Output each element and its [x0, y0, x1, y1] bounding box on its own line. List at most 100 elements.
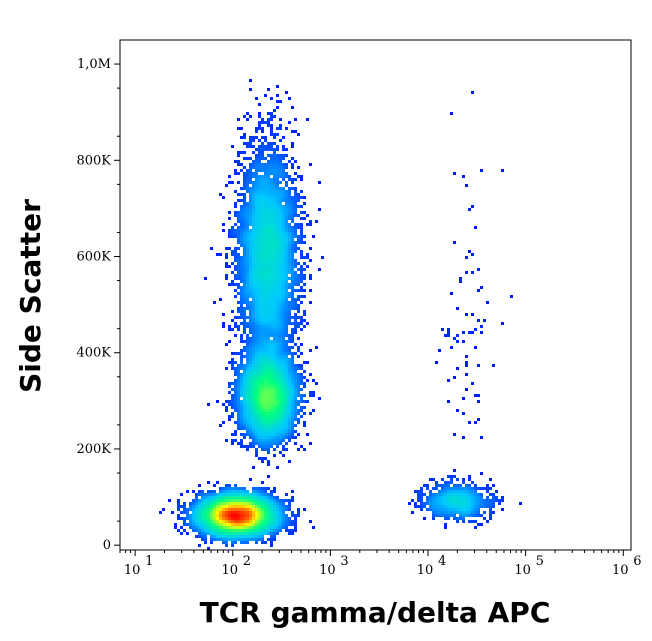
- data-point: [459, 505, 462, 508]
- data-point: [225, 505, 228, 508]
- data-point: [207, 520, 210, 523]
- data-point: [240, 127, 243, 130]
- data-point: [255, 175, 258, 178]
- data-point: [258, 229, 261, 232]
- data-point: [246, 235, 249, 238]
- data-point: [261, 367, 264, 370]
- data-point: [249, 139, 252, 142]
- data-point: [294, 232, 297, 235]
- data-point: [243, 445, 246, 448]
- data-point: [291, 130, 294, 133]
- data-point: [471, 271, 474, 274]
- data-point: [429, 496, 432, 499]
- data-point: [465, 505, 468, 508]
- data-point: [288, 517, 291, 520]
- data-point: [255, 328, 258, 331]
- data-point: [291, 298, 294, 301]
- data-point: [231, 529, 234, 532]
- data-point: [480, 514, 483, 517]
- data-point: [276, 283, 279, 286]
- data-point: [243, 523, 246, 526]
- data-point: [246, 346, 249, 349]
- data-point: [252, 256, 255, 259]
- data-point: [267, 463, 270, 466]
- data-point: [492, 511, 495, 514]
- data-point: [273, 331, 276, 334]
- data-point: [294, 199, 297, 202]
- data-point: [261, 502, 264, 505]
- data-point: [300, 322, 303, 325]
- data-point: [279, 295, 282, 298]
- data-point: [291, 271, 294, 274]
- data-point: [213, 502, 216, 505]
- data-point: [258, 322, 261, 325]
- data-point: [237, 241, 240, 244]
- data-point: [258, 376, 261, 379]
- data-point: [249, 382, 252, 385]
- data-point: [243, 370, 246, 373]
- data-point: [315, 382, 318, 385]
- data-point: [279, 166, 282, 169]
- data-point: [270, 328, 273, 331]
- data-point: [441, 499, 444, 502]
- data-point: [255, 199, 258, 202]
- data-point: [234, 265, 237, 268]
- data-point: [246, 241, 249, 244]
- data-point: [249, 406, 252, 409]
- data-point: [249, 169, 252, 172]
- data-point: [276, 184, 279, 187]
- data-point: [276, 127, 279, 130]
- data-point: [288, 499, 291, 502]
- data-point: [249, 385, 252, 388]
- data-point: [276, 250, 279, 253]
- data-point: [291, 229, 294, 232]
- data-point: [411, 499, 414, 502]
- data-point: [264, 364, 267, 367]
- data-point: [270, 220, 273, 223]
- data-point: [447, 499, 450, 502]
- data-point: [450, 292, 453, 295]
- data-point: [276, 418, 279, 421]
- data-point: [273, 517, 276, 520]
- data-point: [285, 286, 288, 289]
- data-point: [288, 217, 291, 220]
- data-point: [291, 520, 294, 523]
- data-point: [273, 196, 276, 199]
- data-point: [462, 481, 465, 484]
- data-point: [264, 436, 267, 439]
- data-point: [291, 532, 294, 535]
- data-point: [255, 346, 258, 349]
- data-point: [300, 277, 303, 280]
- x-tick-exponent: 4: [438, 554, 446, 569]
- data-point: [267, 211, 270, 214]
- data-point: [279, 286, 282, 289]
- data-point: [270, 160, 273, 163]
- y-tick-label: 800K: [76, 153, 111, 168]
- data-point: [282, 331, 285, 334]
- data-point: [279, 517, 282, 520]
- data-point: [255, 274, 258, 277]
- data-point: [228, 490, 231, 493]
- data-point: [441, 490, 444, 493]
- data-point: [300, 271, 303, 274]
- data-point: [246, 229, 249, 232]
- data-point: [261, 352, 264, 355]
- data-point: [273, 520, 276, 523]
- data-point: [228, 496, 231, 499]
- data-point: [291, 226, 294, 229]
- data-point: [294, 424, 297, 427]
- data-point: [264, 448, 267, 451]
- data-point: [285, 244, 288, 247]
- data-point: [270, 346, 273, 349]
- data-point: [255, 325, 258, 328]
- data-point: [456, 340, 459, 343]
- data-point: [231, 499, 234, 502]
- data-point: [243, 400, 246, 403]
- data-point: [249, 505, 252, 508]
- data-point: [279, 403, 282, 406]
- data-point: [240, 193, 243, 196]
- data-point: [258, 517, 261, 520]
- data-point: [234, 541, 237, 544]
- data-point: [474, 508, 477, 511]
- data-point: [273, 283, 276, 286]
